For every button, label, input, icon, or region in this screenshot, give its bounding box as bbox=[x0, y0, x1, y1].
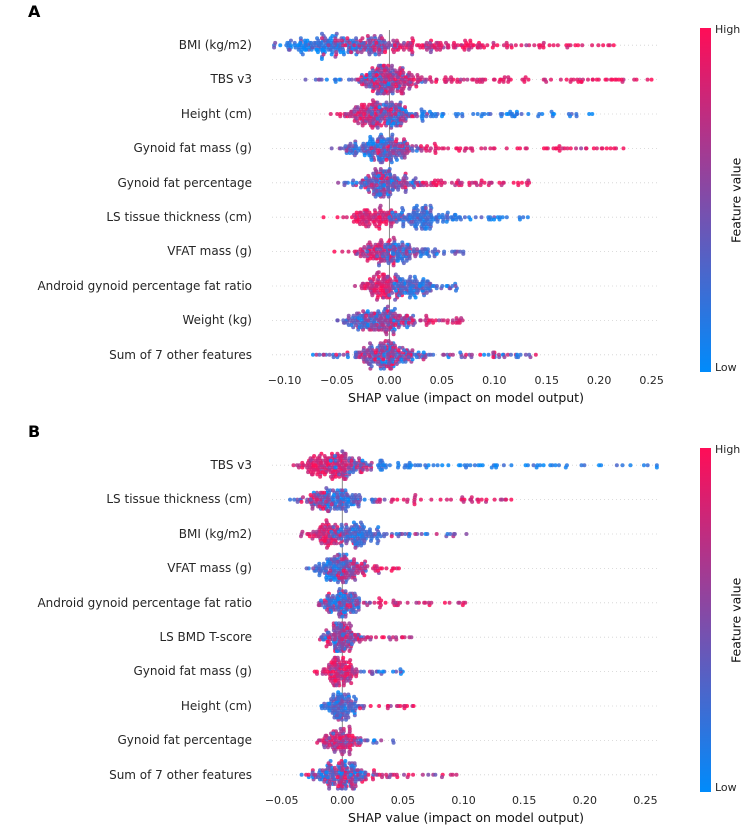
x-tick-label: 0.05 bbox=[429, 374, 455, 387]
colorbar-high-label: High bbox=[715, 443, 741, 456]
plot-area bbox=[272, 448, 660, 792]
plot-area bbox=[272, 28, 660, 372]
panel-letter: A bbox=[28, 2, 41, 21]
feature-label: BMI (kg/m2) bbox=[178, 526, 252, 541]
feature-label: Gynoid fat percentage bbox=[117, 175, 252, 190]
feature-label: TBS v3 bbox=[210, 72, 252, 87]
feature-labels: BMI (kg/m2) TBS v3 Height (cm) Gynoid fat m… bbox=[0, 28, 262, 372]
panel-B: B TBS v3 LS tissue thickness (cm) BMI (kg/… bbox=[0, 420, 751, 836]
feature-label: Sum of 7 other features bbox=[109, 767, 252, 782]
x-tick-label: −0.10 bbox=[267, 374, 302, 387]
x-tick-label: 0.25 bbox=[633, 794, 658, 807]
x-tick-label: 0.00 bbox=[330, 794, 355, 807]
x-tick-label: 0.20 bbox=[572, 794, 598, 807]
feature-label: Gynoid fat mass (g) bbox=[133, 664, 252, 679]
x-axis-ticks: −0.05 0.00 0.05 0.10 0.15 0.20 0.25 bbox=[265, 794, 660, 808]
x-axis-label: SHAP value (impact on model output) bbox=[348, 810, 584, 825]
colorbar-gradient bbox=[700, 28, 711, 372]
feature-label: Height (cm) bbox=[180, 698, 252, 713]
feature-label: LS tissue thickness (cm) bbox=[106, 210, 252, 224]
colorbar-low-label: Low bbox=[715, 781, 737, 794]
feature-label: VFAT mass (g) bbox=[167, 561, 252, 576]
beeswarm-canvas bbox=[272, 28, 660, 372]
colorbar-title: Feature value bbox=[728, 157, 744, 243]
x-tick-label: 0.00 bbox=[377, 374, 402, 387]
x-tick-label: 0.15 bbox=[511, 794, 537, 807]
colorbar-title: Feature value bbox=[728, 577, 744, 663]
feature-label: TBS v3 bbox=[210, 458, 252, 472]
feature-label: Gynoid fat percentage bbox=[117, 733, 252, 748]
x-tick-label: 0.10 bbox=[451, 794, 476, 807]
feature-label: VFAT mass (g) bbox=[167, 244, 252, 259]
x-tick-label: 0.25 bbox=[639, 374, 664, 387]
feature-label: Height (cm) bbox=[180, 106, 252, 121]
x-tick-label: 0.05 bbox=[390, 794, 416, 807]
feature-label: LS BMD T-score bbox=[159, 630, 252, 644]
colorbar-high-label: High bbox=[715, 23, 741, 36]
feature-label: BMI (kg/m2) bbox=[178, 38, 252, 52]
colorbar-low-label: Low bbox=[715, 361, 737, 374]
feature-label: Sum of 7 other features bbox=[109, 347, 252, 362]
feature-label: LS tissue thickness (cm) bbox=[106, 492, 252, 507]
colorbar-gradient bbox=[700, 448, 711, 792]
feature-label: Gynoid fat mass (g) bbox=[133, 141, 252, 156]
beeswarm-canvas bbox=[272, 448, 660, 792]
x-axis-ticks: −0.10 −0.05 0.00 0.05 0.10 0.15 0.20 0.25 bbox=[268, 374, 664, 388]
x-tick-label: 0.15 bbox=[534, 374, 559, 387]
feature-label: Android gynoid percentage fat ratio bbox=[37, 278, 252, 293]
feature-labels: TBS v3 LS tissue thickness (cm) BMI (kg/m2… bbox=[0, 448, 262, 792]
feature-label: Android gynoid percentage fat ratio bbox=[37, 595, 252, 610]
x-tick-label: −0.05 bbox=[320, 374, 354, 387]
x-tick-label: 0.10 bbox=[482, 374, 507, 387]
feature-label: Weight (kg) bbox=[182, 313, 252, 328]
x-tick-label: 0.20 bbox=[586, 374, 612, 387]
x-axis-label: SHAP value (impact on model output) bbox=[348, 390, 584, 405]
panel-A: A BMI (kg/m2) TBS v3 Height (cm) Gynoid fat… bbox=[0, 2, 744, 405]
panel-letter: B bbox=[28, 422, 41, 441]
x-tick-label: −0.05 bbox=[264, 794, 299, 807]
